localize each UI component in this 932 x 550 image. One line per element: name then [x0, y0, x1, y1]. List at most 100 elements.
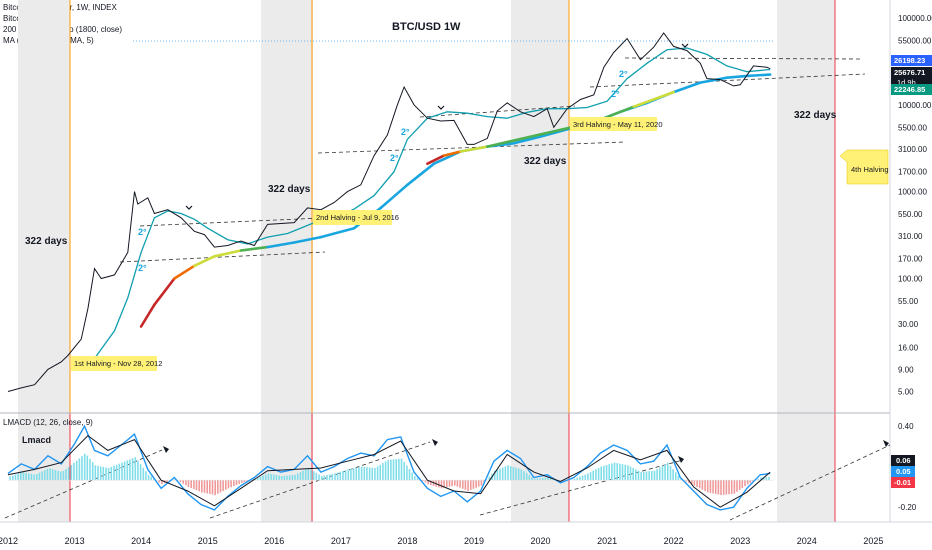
price-tick-9: 550.00	[898, 210, 923, 219]
hist-bar-211	[571, 479, 573, 481]
price-series	[7, 32, 771, 392]
heatmap-segment-7	[292, 235, 323, 244]
hist-bar-229	[619, 463, 621, 481]
hist-bar-263	[709, 480, 712, 493]
hist-bar-44	[126, 460, 129, 481]
hist-bar-267	[720, 480, 722, 496]
angle-mark-2: 2°	[138, 263, 147, 273]
hist-bar-100	[275, 475, 278, 481]
lmacd-tag-2: 0.05	[896, 467, 911, 476]
hist-bar-236	[637, 470, 640, 481]
hist-bar-123	[336, 472, 339, 481]
hist-bar-80	[222, 480, 224, 491]
hist-bar-169	[459, 480, 461, 488]
hist-bar-180	[488, 476, 491, 481]
trend-lines	[4, 57, 891, 521]
hist-bar-141	[384, 461, 387, 481]
heatmap-segment-23	[725, 74, 749, 79]
hist-bar-204	[552, 479, 555, 481]
hist-bar-258	[696, 480, 698, 487]
days-label-2: 322 days	[268, 184, 311, 195]
hist-bar-87	[241, 480, 243, 483]
hist-bar-256	[691, 480, 693, 485]
hist-bar-276	[744, 480, 746, 487]
heatmap-segment-4	[213, 249, 243, 258]
chart-title: BTC/USD 1W	[392, 21, 461, 33]
hist-bar-184	[499, 468, 501, 481]
hist-bar-158	[430, 480, 432, 486]
price-tick-0: 100000.00	[898, 14, 932, 23]
hist-bar-166	[451, 480, 453, 487]
hist-bar-200	[541, 478, 544, 481]
halving-label-3[interactable]: 3rd Halving - May 11, 2020	[570, 117, 663, 131]
price-tick-5: 5500.00	[898, 123, 927, 132]
hist-bar-43	[123, 461, 126, 481]
hist-bar-270	[728, 480, 730, 495]
days-label-3: 322 days	[524, 156, 567, 167]
hist-bar-183	[496, 469, 499, 481]
angle-mark-1: 2°	[138, 227, 147, 237]
price-tick-1: 55000.00	[898, 36, 932, 45]
heatmap-segment-2	[173, 264, 196, 280]
hist-bar-101	[278, 475, 280, 481]
hist-bar-103	[283, 475, 286, 481]
hist-bar-10	[36, 474, 38, 481]
hist-bar-68	[190, 480, 192, 488]
hist-bar-163	[443, 480, 445, 488]
hist-bar-39	[113, 465, 115, 481]
time-tick-1: 2013	[65, 536, 85, 546]
hist-bar-245	[661, 465, 664, 481]
hist-bar-11	[38, 472, 41, 481]
hist-bar-190	[515, 467, 517, 481]
lmacd-tick-1: -0.20	[898, 503, 917, 512]
hist-bar-84	[233, 480, 235, 487]
hist-bar-247	[667, 462, 669, 481]
hist-bar-133	[363, 466, 366, 481]
hist-bar-149	[406, 465, 408, 481]
hist-bar-51	[145, 471, 147, 481]
hist-bar-148	[403, 462, 405, 481]
hist-bar-37	[107, 468, 110, 481]
hist-bar-33	[97, 465, 99, 481]
hist-bar-175	[475, 480, 477, 488]
days-label-1: 322 days	[25, 236, 68, 247]
halving-label-2[interactable]: 2nd Halving - Jul 9, 2016	[313, 210, 399, 225]
heatmap-segment-24	[745, 73, 772, 78]
heatmap-cycle-segment-1	[442, 150, 462, 157]
heatmap-segment-6	[266, 241, 296, 249]
hist-bar-34	[99, 466, 102, 481]
hist-bar-89	[246, 480, 248, 482]
hist-bar-132	[360, 466, 363, 481]
time-axis[interactable]: 2012 2013 2014 2015 2016 2017 2018 2019 2020 2021…	[0, 536, 883, 546]
halving-label-1-text: 1st Halving - Nov 28, 2012	[74, 359, 162, 368]
band-3	[511, 0, 569, 522]
hist-bar-7	[28, 473, 30, 481]
halving-label-1[interactable]: 1st Halving - Nov 28, 2012	[71, 356, 162, 371]
angle-mark-4: 2°	[401, 127, 410, 137]
hist-bar-150	[408, 469, 411, 481]
lmacd-axis[interactable]: 0.40 -0.20	[898, 422, 917, 512]
hist-bar-208	[563, 480, 565, 481]
hist-bar-240	[648, 471, 650, 481]
hist-bar-66	[185, 480, 187, 486]
halving-label-4[interactable]: 4th Halving	[839, 149, 889, 185]
lmacd-tag-3: -0.01	[894, 478, 911, 487]
heatmap-cycle-segment-5	[632, 90, 675, 108]
hist-bar-125	[342, 471, 344, 481]
price-tick-11: 170.00	[898, 254, 923, 263]
lmacd-legend[interactable]: LMACD (12, 26, close, 9)	[3, 418, 93, 427]
hist-bar-260	[701, 480, 704, 490]
hist-bar-15	[49, 468, 51, 481]
hist-bar-49	[139, 464, 142, 481]
hist-bar-234	[632, 468, 634, 481]
price-tags: 26198.23 25676.71 1d 9h 22246.85 0.06 0.…	[891, 55, 932, 488]
hist-bar-31	[91, 462, 94, 481]
hist-bar-82	[227, 480, 230, 489]
hist-bar-4	[20, 472, 22, 481]
shaded-bands	[18, 0, 835, 522]
angle-marks: 2° 2° 2° 2° 2° 2°	[138, 69, 628, 273]
hist-bar-110	[302, 470, 304, 481]
hist-bar-9	[33, 474, 35, 481]
hist-bar-50	[142, 467, 145, 481]
